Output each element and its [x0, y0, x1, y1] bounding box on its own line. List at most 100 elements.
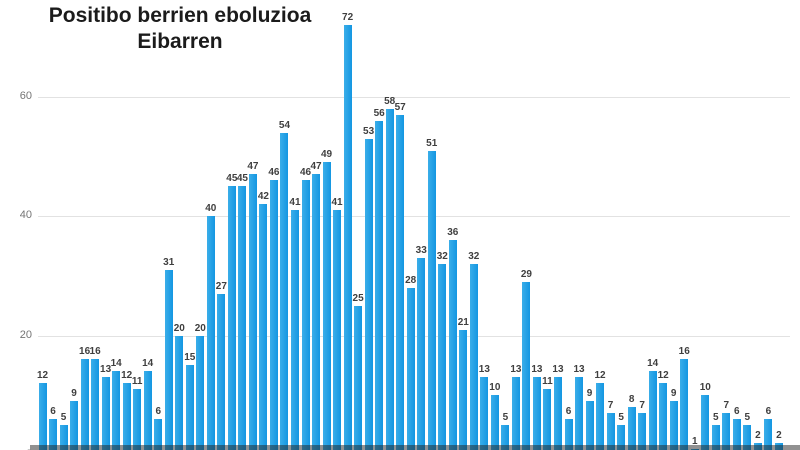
bar-40: [448, 240, 457, 450]
bar-value-label-22: 42: [257, 191, 269, 203]
bottom-crop-band: [30, 445, 800, 450]
bar-value-label-37: 33: [415, 244, 427, 256]
bar-62: [680, 359, 689, 450]
bar-value-label-66: 7: [723, 400, 730, 412]
bar-value-label-5: 16: [79, 346, 91, 358]
bar-value-label-69: 2: [755, 430, 761, 442]
bar-value-label-67: 6: [734, 406, 740, 418]
bar-value-label-65: 5: [712, 412, 719, 424]
bar-value-label-43: 13: [478, 364, 490, 376]
bar-47: [522, 281, 531, 450]
bar-value-label-60: 12: [657, 370, 669, 382]
bar-value-label-68: 5: [744, 412, 751, 424]
bar-value-label-32: 53: [363, 125, 375, 137]
bar-value-label-27: 47: [310, 161, 322, 173]
bar-value-label-35: 57: [394, 101, 406, 113]
bar-value-label-52: 13: [573, 364, 585, 376]
bar-37: [417, 257, 426, 450]
bar-value-label-6: 16: [89, 346, 101, 358]
bar-value-label-40: 36: [447, 227, 459, 239]
bar-46: [511, 377, 520, 450]
bar-54: [596, 383, 605, 450]
bar-value-label-29: 41: [331, 197, 343, 209]
bar-30: [343, 25, 352, 450]
bar-42: [469, 263, 478, 450]
bar-value-label-33: 56: [373, 107, 385, 119]
bar-45: [501, 425, 510, 450]
bar-value-label-62: 16: [678, 346, 690, 358]
bar-value-label-58: 7: [639, 400, 645, 412]
bar-41: [459, 329, 468, 450]
bar-13: [164, 269, 173, 450]
bar-value-label-12: 6: [155, 406, 161, 418]
y-axis-tick-label-60: 60: [19, 89, 32, 102]
bar-43: [480, 377, 489, 450]
bar-51: [564, 419, 573, 450]
bar-58: [638, 413, 647, 450]
bar-value-label-61: 9: [670, 388, 677, 400]
bar-21: [248, 174, 257, 450]
bar-value-label-28: 49: [320, 149, 333, 161]
bar-53: [585, 401, 594, 450]
bar-value-label-13: 31: [163, 256, 175, 268]
bar-20: [238, 186, 247, 450]
bar-5: [80, 359, 89, 450]
bar-value-label-18: 27: [215, 280, 227, 292]
bar-33: [375, 120, 384, 450]
bar-value-label-51: 6: [565, 406, 572, 418]
bar-value-label-63: 1: [691, 436, 698, 448]
bar-8: [112, 371, 121, 450]
bar-value-label-71: 2: [776, 430, 782, 442]
bar-17: [206, 216, 215, 450]
bar-value-label-2: 6: [50, 406, 56, 418]
bar-value-label-15: 15: [184, 352, 196, 364]
bar-value-label-46: 13: [510, 364, 522, 376]
chart-title-line-1: Positibo berrien eboluzioa: [48, 4, 312, 27]
bar-value-label-56: 5: [618, 412, 624, 424]
bar-57: [627, 407, 636, 450]
bar-value-label-11: 14: [142, 358, 154, 370]
bar-value-label-53: 9: [586, 388, 593, 400]
bar-66: [722, 413, 731, 450]
bar-value-label-45: 5: [502, 412, 509, 424]
bar-16: [196, 335, 205, 450]
bar-value-label-70: 6: [765, 406, 772, 418]
bar-70: [764, 419, 773, 450]
bar-value-label-50: 13: [552, 364, 564, 376]
bar-28: [322, 162, 331, 450]
bar-value-label-64: 10: [699, 382, 711, 394]
y-axis-tick-label-20: 20: [19, 328, 32, 341]
bar-value-label-34: 58: [384, 95, 396, 107]
bar-67: [732, 419, 741, 450]
bar-68: [743, 425, 752, 450]
bar-value-label-3: 5: [60, 412, 67, 424]
bar-11: [143, 371, 152, 450]
bar-value-label-8: 14: [110, 358, 122, 370]
bar-29: [333, 210, 342, 450]
bar-value-label-21: 47: [247, 161, 259, 173]
bar-value-label-16: 20: [194, 322, 206, 334]
bar-38: [427, 150, 436, 450]
bar-1: [38, 383, 47, 450]
bar-18: [217, 293, 226, 450]
bar-value-label-48: 13: [531, 364, 543, 376]
bar-7: [101, 377, 110, 450]
bar-61: [669, 401, 678, 450]
bar-19: [227, 186, 236, 450]
bar-25: [290, 210, 299, 450]
bar-value-label-47: 29: [520, 268, 532, 280]
bar-value-label-49: 11: [542, 376, 553, 388]
bar-44: [490, 395, 499, 450]
bar-15: [185, 365, 194, 450]
bar-value-label-23: 46: [268, 167, 280, 179]
bar-27: [312, 174, 321, 450]
bar-52: [575, 377, 584, 450]
bar-value-label-57: 8: [628, 394, 635, 406]
bar-value-label-10: 11: [131, 376, 143, 388]
bar-value-label-7: 13: [100, 364, 112, 376]
bar-value-label-42: 32: [468, 250, 480, 262]
bar-55: [606, 413, 615, 450]
bar-3: [59, 425, 68, 450]
bar-65: [711, 425, 720, 450]
